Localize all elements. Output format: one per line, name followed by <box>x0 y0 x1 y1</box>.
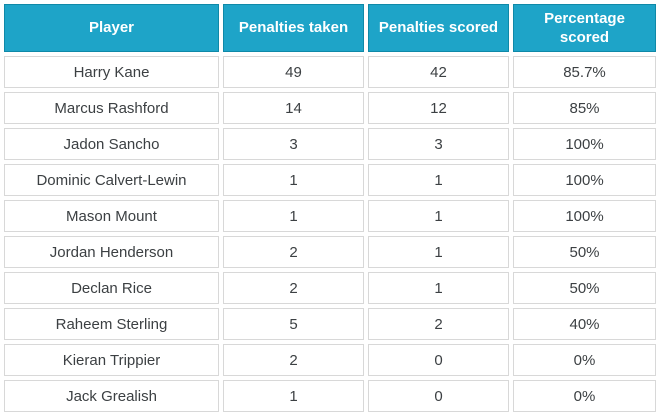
cell-percentage-scored: 100% <box>513 164 656 196</box>
cell-penalties-taken: 14 <box>223 92 364 124</box>
cell-percentage-scored: 50% <box>513 272 656 304</box>
column-header-percentage-scored-label: Percentage scored <box>544 9 625 47</box>
table-row: Jadon Sancho 3 3 100% <box>4 128 656 160</box>
table-row: Jordan Henderson 2 1 50% <box>4 236 656 268</box>
cell-player: Mason Mount <box>4 200 219 232</box>
cell-player: Marcus Rashford <box>4 92 219 124</box>
cell-percentage-scored: 0% <box>513 344 656 376</box>
table-row: Kieran Trippier 2 0 0% <box>4 344 656 376</box>
cell-player: Jadon Sancho <box>4 128 219 160</box>
cell-penalties-scored: 1 <box>368 200 509 232</box>
table-row: Dominic Calvert-Lewin 1 1 100% <box>4 164 656 196</box>
table-row: Harry Kane 49 42 85.7% <box>4 56 656 88</box>
table-row: Jack Grealish 1 0 0% <box>4 380 656 412</box>
column-header-player: Player <box>4 4 219 52</box>
cell-percentage-scored: 100% <box>513 200 656 232</box>
column-header-penalties-scored: Penalties scored <box>368 4 509 52</box>
cell-player: Raheem Sterling <box>4 308 219 340</box>
cell-penalties-taken: 2 <box>223 272 364 304</box>
cell-player: Declan Rice <box>4 272 219 304</box>
cell-penalties-scored: 0 <box>368 380 509 412</box>
cell-penalties-taken: 1 <box>223 380 364 412</box>
cell-player: Jordan Henderson <box>4 236 219 268</box>
cell-penalties-scored: 1 <box>368 272 509 304</box>
cell-penalties-scored: 2 <box>368 308 509 340</box>
cell-penalties-scored: 0 <box>368 344 509 376</box>
cell-percentage-scored: 100% <box>513 128 656 160</box>
cell-player: Harry Kane <box>4 56 219 88</box>
table-header-row: Player Penalties taken Penalties scored … <box>4 4 656 52</box>
column-header-player-label: Player <box>88 19 135 37</box>
cell-penalties-scored: 1 <box>368 164 509 196</box>
cell-penalties-taken: 1 <box>223 200 364 232</box>
cell-percentage-scored: 50% <box>513 236 656 268</box>
table-row: Mason Mount 1 1 100% <box>4 200 656 232</box>
table-row: Marcus Rashford 14 12 85% <box>4 92 656 124</box>
cell-percentage-scored: 85% <box>513 92 656 124</box>
cell-penalties-taken: 3 <box>223 128 364 160</box>
cell-player: Dominic Calvert-Lewin <box>4 164 219 196</box>
cell-penalties-taken: 1 <box>223 164 364 196</box>
cell-penalties-taken: 49 <box>223 56 364 88</box>
cell-penalties-scored: 3 <box>368 128 509 160</box>
column-header-penalties-taken: Penalties taken <box>223 4 364 52</box>
cell-percentage-scored: 0% <box>513 380 656 412</box>
cell-penalties-taken: 2 <box>223 236 364 268</box>
cell-penalties-taken: 2 <box>223 344 364 376</box>
table-row: Declan Rice 2 1 50% <box>4 272 656 304</box>
cell-player: Kieran Trippier <box>4 344 219 376</box>
cell-penalties-scored: 1 <box>368 236 509 268</box>
cell-penalties-taken: 5 <box>223 308 364 340</box>
column-header-penalties-taken-label: Penalties taken <box>238 19 349 37</box>
cell-percentage-scored: 40% <box>513 308 656 340</box>
table-row: Raheem Sterling 5 2 40% <box>4 308 656 340</box>
cell-percentage-scored: 85.7% <box>513 56 656 88</box>
column-header-penalties-scored-label: Penalties scored <box>378 19 499 37</box>
cell-penalties-scored: 42 <box>368 56 509 88</box>
cell-player: Jack Grealish <box>4 380 219 412</box>
column-header-percentage-scored: Percentage scored <box>513 4 656 52</box>
cell-penalties-scored: 12 <box>368 92 509 124</box>
